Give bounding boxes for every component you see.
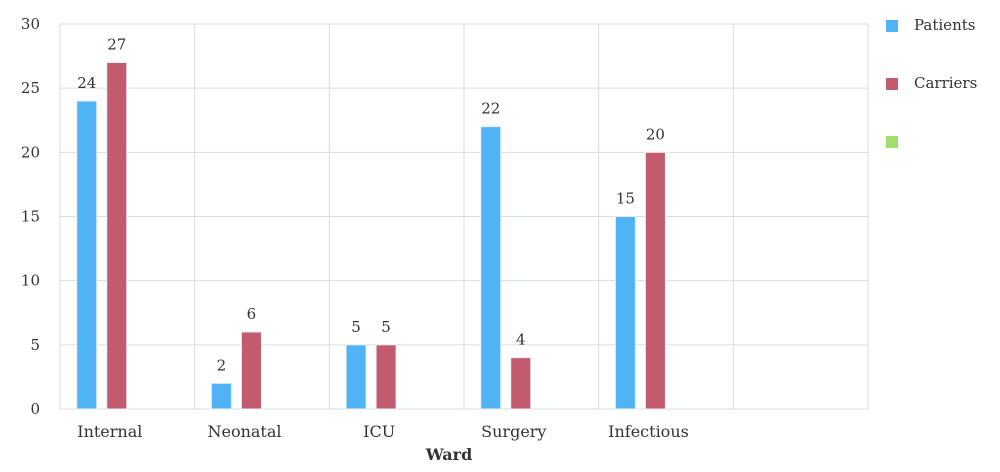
bar-carriers-internal (106, 62, 128, 410)
legend-swatch-third-series (886, 136, 898, 148)
legend-item-patients: Patients (886, 14, 996, 72)
data-label: 24 (77, 74, 96, 92)
y-tick-label: 5 (30, 336, 40, 354)
data-label: 22 (481, 100, 500, 118)
bar-carriers-surgery (510, 357, 532, 410)
bar-carriers-infectious (644, 151, 666, 410)
bar-carriers-neonatal (240, 331, 262, 410)
y-tick-label: 25 (21, 79, 40, 97)
bars (76, 62, 666, 410)
x-tick-label: ICU (363, 422, 395, 441)
y-axis: 0 5 10 15 20 25 30 (21, 15, 40, 418)
x-tick-label: Internal (77, 422, 142, 441)
legend-label-carriers: Carriers (914, 74, 978, 92)
legend-item-carriers: Carriers (886, 72, 996, 130)
grid-lines (59, 23, 869, 410)
bar-patients-neonatal (210, 382, 232, 410)
data-label: 5 (381, 318, 391, 336)
x-tick-label: Surgery (481, 422, 546, 441)
data-label: 5 (351, 318, 361, 336)
bar-patients-surgery (480, 126, 502, 410)
data-label: 15 (616, 190, 635, 208)
y-tick-label: 10 (21, 272, 40, 290)
x-axis: Internal Neonatal ICU Surgery Infectious (77, 422, 689, 441)
data-label: 27 (107, 36, 126, 54)
bar-patients-icu (345, 344, 367, 410)
bar-patients-infectious (614, 216, 636, 410)
y-tick-label: 15 (21, 208, 40, 226)
y-tick-label: 0 (30, 400, 40, 418)
x-tick-label: Infectious (608, 422, 689, 441)
legend-swatch-carriers (886, 78, 898, 90)
data-label: 20 (646, 125, 665, 143)
legend: Patients Carriers (886, 14, 996, 188)
x-tick-label: Neonatal (207, 422, 281, 441)
data-label: 4 (516, 331, 526, 349)
bar-carriers-icu (375, 344, 397, 410)
y-tick-label: 30 (21, 15, 40, 33)
data-label: 2 (217, 356, 227, 374)
bar-patients-internal (76, 100, 98, 410)
x-axis-title: Ward (425, 445, 473, 464)
data-label: 6 (247, 305, 257, 323)
legend-label-patients: Patients (914, 16, 976, 34)
y-tick-label: 20 (21, 143, 40, 161)
legend-item-third-series (886, 130, 996, 188)
data-labels: 24 2 5 22 15 27 6 5 4 20 (77, 36, 665, 375)
legend-swatch-patients (886, 20, 898, 32)
